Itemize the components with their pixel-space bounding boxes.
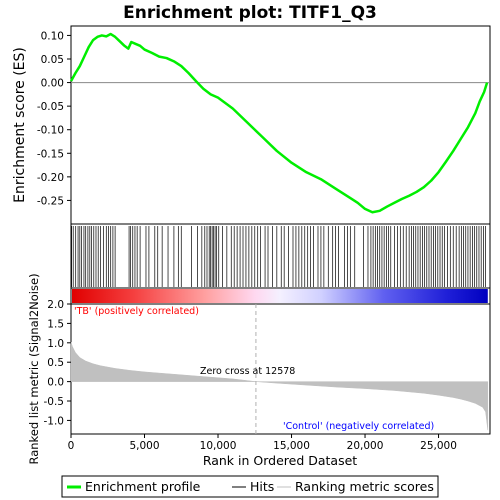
metric-y-axis-title: Ranked list metric (Signal2Noise) bbox=[27, 273, 41, 464]
metric-y-tick-label: 0.0 bbox=[47, 377, 64, 389]
negative-annotation: 'Control' (negatively correlated) bbox=[283, 421, 434, 432]
x-tick-label: 5,000 bbox=[129, 440, 159, 452]
x-tick-label: 15,000 bbox=[273, 440, 310, 452]
hits-panel bbox=[70, 223, 491, 289]
es-profile-line bbox=[69, 32, 489, 214]
legend-es-label: Enrichment profile bbox=[85, 479, 201, 494]
es-y-tick-label: 0.10 bbox=[41, 30, 64, 42]
es-y-ticks: 0.10 0.05 0.00 -0.05 -0.10 -0.15 -0.20 -0.25 bbox=[37, 30, 71, 207]
metric-area-path bbox=[70, 341, 489, 431]
es-profile-group bbox=[69, 32, 489, 214]
es-y-tick-label: -0.15 bbox=[37, 148, 64, 160]
legend bbox=[61, 475, 439, 498]
chart-title: Enrichment plot: TITF1_Q3 bbox=[123, 3, 377, 23]
x-ticks: 0 5,000 10,000 15,000 20,000 25,000 bbox=[68, 434, 457, 452]
x-tick-label: 25,000 bbox=[420, 440, 457, 452]
metric-panel bbox=[70, 303, 491, 435]
metric-y-tick-label: 0.5 bbox=[47, 357, 64, 369]
es-y-tick-label: -0.20 bbox=[37, 172, 64, 184]
x-tick-label: 20,000 bbox=[347, 440, 384, 452]
metric-y-tick-label: -0.5 bbox=[44, 396, 65, 408]
metric-y-tick-label: -1.0 bbox=[44, 415, 65, 427]
es-y-tick-label: 0.00 bbox=[41, 78, 64, 90]
es-panel bbox=[70, 25, 491, 225]
es-y-tick-label: -0.10 bbox=[37, 125, 64, 137]
metric-y-tick-label: 2.0 bbox=[47, 299, 64, 311]
metric-y-ticks: 2.0 1.5 1.0 0.5 0.0 -0.5 -1.0 bbox=[44, 299, 71, 427]
legend-metric-label: Ranking metric scores bbox=[295, 479, 434, 494]
es-y-tick-label: -0.25 bbox=[37, 195, 64, 207]
es-y-tick-label: 0.05 bbox=[41, 54, 64, 66]
es-y-tick-label: -0.05 bbox=[37, 101, 64, 113]
x-tick-label: 0 bbox=[68, 440, 75, 452]
zero-cross-annotation: Zero cross at 12578 bbox=[200, 366, 295, 377]
es-y-axis-title: Enrichment score (ES) bbox=[12, 47, 28, 203]
metric-y-tick-label: 1.5 bbox=[47, 318, 64, 330]
metric-y-tick-label: 1.0 bbox=[47, 338, 64, 350]
metric-area bbox=[70, 341, 489, 431]
rank-color-bar bbox=[72, 289, 488, 303]
x-tick-label: 10,000 bbox=[200, 440, 237, 452]
hit-lines bbox=[71, 226, 486, 287]
x-axis-title: Rank in Ordered Dataset bbox=[203, 453, 357, 468]
positive-annotation: 'TB' (positively correlated) bbox=[74, 306, 199, 317]
legend-hits-label: Hits bbox=[250, 479, 274, 494]
